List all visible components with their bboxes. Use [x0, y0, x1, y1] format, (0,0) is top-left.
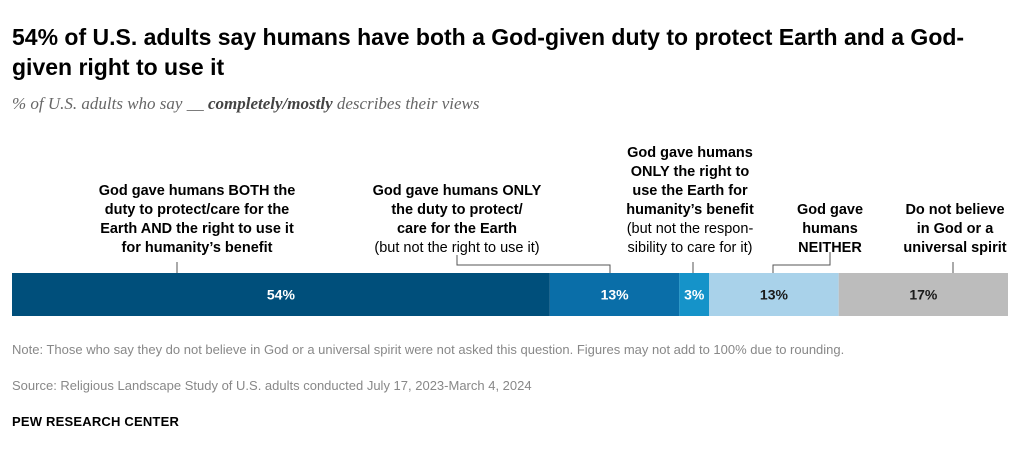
category-label-line: God gave humans: [627, 145, 753, 161]
chart-subtitle: % of U.S. adults who say __ completely/m…: [12, 94, 479, 114]
subtitle-suffix: describes their views: [332, 94, 480, 113]
chart-source: Source: Religious Landscape Study of U.S…: [12, 378, 532, 393]
category-label-line: for humanity’s benefit: [121, 240, 273, 256]
category-label-line: Earth AND the right to use it: [100, 221, 294, 237]
chart-note: Note: Those who say they do not believe …: [12, 342, 845, 357]
bar-value-label-1: 54%: [267, 287, 296, 303]
category-label-qualifier: sibility to care for it): [627, 240, 753, 256]
category-label-line: in God or a: [916, 221, 994, 237]
category-label-line: the duty to protect/: [391, 202, 523, 218]
category-label-line: ONLY the right to: [630, 164, 750, 180]
category-label-line: humanity’s benefit: [626, 202, 754, 218]
category-label-qualifier: (but not the respon-: [626, 221, 754, 237]
category-label-5: Do not believe in God or a universal spiri…: [885, 201, 1023, 258]
brand-logo-text: PEW RESEARCH CENTER: [12, 414, 180, 429]
category-label-1: God gave humans BOTH the duty to protect/…: [72, 182, 322, 258]
bar-value-label-2: 13%: [601, 287, 630, 303]
leader-line-4: [772, 252, 831, 273]
category-label-qualifier: (but not the right to use it): [374, 240, 540, 256]
category-label-3: God gave humans ONLY the right to use the …: [600, 144, 780, 258]
category-label-2: God gave humans ONLY the duty to protect/…: [337, 182, 577, 258]
category-label-line: duty to protect/care for the: [104, 202, 290, 218]
category-label-line: use the Earth for: [632, 183, 748, 199]
chart-title: 54% of U.S. adults say humans have both …: [12, 24, 965, 80]
bar-segment-3: [679, 273, 710, 316]
subtitle-emphasis: completely/mostly: [207, 94, 333, 113]
category-label-line: NEITHER: [798, 240, 862, 256]
stacked-bar-chart: 54% 13% 3% 13% 17%: [12, 252, 1008, 316]
category-label-line: God gave: [796, 202, 864, 218]
leader-line-2: [456, 255, 611, 273]
category-label-4: God gave humans NEITHER: [785, 201, 875, 258]
category-label-line: humans: [802, 221, 858, 237]
category-label-line: God gave humans BOTH the: [98, 183, 296, 199]
bar-value-label-4: 13%: [760, 287, 789, 303]
category-label-line: God gave humans ONLY: [372, 183, 542, 199]
subtitle-prefix: % of U.S. adults who say __: [12, 94, 208, 113]
category-label-line: universal spirit: [903, 240, 1007, 256]
bar-segment-2: [549, 273, 680, 316]
bar-segment-4: [709, 273, 839, 316]
category-label-line: care for the Earth: [396, 221, 518, 237]
bar-value-label-5: 17%: [909, 287, 938, 303]
bar-segment-1: [12, 273, 550, 316]
category-label-line: Do not believe: [905, 202, 1005, 218]
bar-value-label-3: 3%: [684, 287, 705, 303]
bar-segment-5: [838, 273, 1008, 316]
